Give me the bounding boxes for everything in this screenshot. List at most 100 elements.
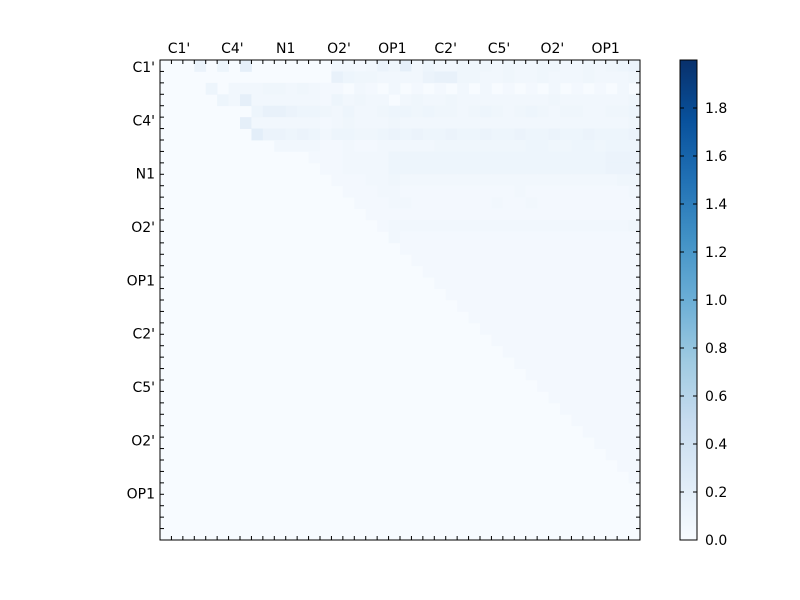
heatmap-cell [434,231,447,244]
heatmap-cell [594,220,607,232]
heatmap-cell [525,265,538,278]
heatmap-cell [605,322,618,335]
heatmap-cell [457,94,469,107]
heatmap-cell [342,60,355,72]
heatmap-cell [525,368,538,381]
heatmap-cell [548,300,561,312]
heatmap-cell [434,71,447,84]
heatmap-cell [605,437,618,449]
heatmap-cell [514,162,527,175]
heatmap-cell [457,151,469,164]
heatmap-cell [445,174,458,187]
heatmap-cell [240,82,252,95]
heatmap-cell [514,94,527,107]
heatmap-cell [434,208,447,221]
heatmap-cell [491,162,504,175]
heatmap-cell [605,220,618,232]
heatmap-cell [617,437,629,449]
heatmap-cell [285,117,298,129]
heatmap-cell [617,311,629,324]
heatmap-cell [617,448,629,461]
heatmap-cell [445,231,458,244]
heatmap-cell [491,140,504,152]
y-tick-label: OP1 [127,273,155,289]
heatmap-cell [571,208,584,221]
heatmap-cell [594,265,607,278]
heatmap-cell [308,151,321,164]
heatmap-cell [411,220,424,232]
heatmap-cell [457,300,469,312]
heatmap-cell [411,254,424,267]
heatmap-cell [628,425,641,438]
heatmap-cell [434,254,447,267]
heatmap-cell [502,71,515,84]
heatmap-cell [537,162,549,175]
heatmap-cell [525,288,538,301]
heatmap-cell [491,71,504,84]
heatmap-cell [560,357,572,369]
heatmap-cell [537,288,549,301]
heatmap-cell [377,185,389,198]
y-tick-labels: C1' C4' N1 O2' OP1 C2' C5' O2' OP1 [127,60,155,503]
heatmap-cell [617,277,629,289]
heatmap-cell [594,140,607,152]
heatmap-cell [594,380,607,392]
heatmap-cell [571,391,584,404]
heatmap-cell [445,277,458,289]
heatmap-cell [457,185,469,198]
heatmap-cell [502,185,515,198]
heatmap-cells [160,60,641,540]
heatmap-cell [502,288,515,301]
heatmap-cell [377,140,389,152]
heatmap-cell [251,94,264,107]
heatmap-cell [525,105,538,118]
heatmap-cell [571,242,584,255]
heatmap-cell [331,162,344,175]
heatmap-cell [434,185,447,198]
heatmap-cell [308,94,321,107]
heatmap-cell [491,288,504,301]
heatmap-cell [434,82,447,95]
heatmap-cell [491,311,504,324]
heatmap-cell [491,220,504,232]
heatmap-cell [537,140,549,152]
heatmap-cell [571,322,584,335]
heatmap-cell [480,94,492,107]
heatmap-cell [617,185,629,198]
heatmap-cell [525,140,538,152]
heatmap-cell [400,128,412,141]
heatmap-cell [628,300,641,312]
heatmap-cell [342,117,355,129]
heatmap-cell [594,345,607,358]
heatmap-cell [217,94,229,107]
heatmap-cell [491,208,504,221]
heatmap-cell [617,300,629,312]
heatmap-cell [605,357,618,369]
heatmap-cell [571,94,584,107]
heatmap-cell [537,277,549,289]
colorbar-tick-label: 0.0 [705,533,727,549]
heatmap-cell [525,82,538,95]
heatmap-cell [571,162,584,175]
heatmap-cell [628,471,641,484]
heatmap-cell [628,174,641,187]
heatmap-cell [297,105,309,118]
heatmap-cell [502,265,515,278]
heatmap-cell [617,220,629,232]
heatmap-cell [468,105,481,118]
heatmap-cell [480,311,492,324]
heatmap-cell [582,357,595,369]
heatmap-cell [377,151,389,164]
heatmap-cell [617,60,629,72]
heatmap-cell [502,322,515,335]
heatmap-cell [354,94,367,107]
heatmap-cell [331,128,344,141]
heatmap-cell [457,117,469,129]
heatmap-cell [617,197,629,209]
heatmap-cell [354,185,367,198]
heatmap-cell [468,60,481,72]
heatmap-cell [320,162,332,175]
heatmap-cell [388,185,401,198]
heatmap-cell [480,288,492,301]
heatmap-cell [582,185,595,198]
